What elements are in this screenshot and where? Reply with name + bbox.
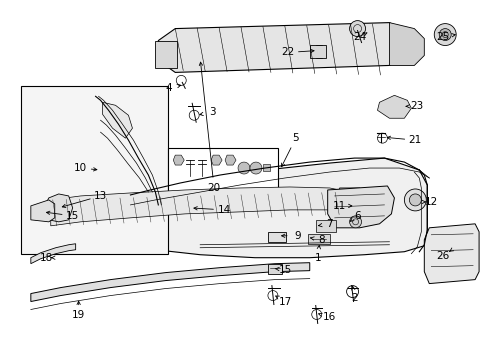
Bar: [316, 220, 336, 232]
Circle shape: [250, 162, 262, 174]
Text: 22: 22: [281, 48, 294, 58]
Polygon shape: [31, 200, 55, 222]
Text: 16: 16: [323, 312, 336, 323]
Circle shape: [238, 162, 250, 174]
Bar: [308, 234, 330, 244]
Circle shape: [409, 194, 421, 206]
Bar: [21, 86, 168, 254]
Text: 15: 15: [279, 265, 293, 275]
Circle shape: [404, 189, 426, 211]
Text: 5: 5: [293, 133, 299, 143]
Circle shape: [349, 216, 362, 228]
Text: 10: 10: [74, 163, 87, 173]
Text: 18: 18: [40, 253, 53, 263]
Text: 6: 6: [354, 211, 361, 221]
Bar: [168, 148, 278, 192]
Polygon shape: [158, 23, 407, 72]
Polygon shape: [31, 244, 75, 264]
Text: 23: 23: [411, 101, 424, 111]
Text: 2: 2: [351, 293, 358, 302]
Text: 26: 26: [437, 251, 450, 261]
Polygon shape: [31, 263, 310, 302]
Bar: [263, 164, 270, 171]
Text: 17: 17: [279, 297, 293, 306]
Polygon shape: [102, 102, 132, 138]
Circle shape: [439, 28, 451, 41]
Text: 8: 8: [318, 235, 325, 245]
Polygon shape: [51, 187, 349, 226]
Polygon shape: [340, 188, 379, 220]
Text: 1: 1: [315, 253, 321, 263]
Text: 24: 24: [353, 32, 366, 41]
Polygon shape: [424, 224, 479, 284]
Text: 9: 9: [294, 231, 301, 241]
Text: 12: 12: [425, 197, 438, 207]
Circle shape: [434, 24, 456, 45]
Text: 19: 19: [72, 310, 85, 320]
Bar: [268, 232, 286, 242]
Bar: [155, 41, 177, 68]
Text: 20: 20: [208, 183, 220, 193]
Text: 4: 4: [165, 84, 172, 93]
Polygon shape: [130, 158, 427, 258]
Text: 21: 21: [409, 135, 422, 145]
Polygon shape: [43, 194, 73, 222]
Polygon shape: [377, 95, 412, 118]
Text: 11: 11: [333, 201, 346, 211]
Circle shape: [349, 21, 366, 37]
Polygon shape: [211, 155, 222, 165]
Text: 13: 13: [94, 191, 107, 201]
Bar: [310, 45, 326, 58]
Polygon shape: [328, 186, 394, 228]
Polygon shape: [390, 23, 424, 66]
Text: 14: 14: [218, 205, 231, 215]
Text: 7: 7: [326, 219, 333, 229]
Polygon shape: [225, 155, 236, 165]
Text: 15: 15: [66, 211, 79, 221]
Text: 3: 3: [209, 107, 216, 117]
Bar: [268, 264, 282, 274]
Polygon shape: [173, 155, 184, 165]
Text: 25: 25: [437, 32, 450, 41]
